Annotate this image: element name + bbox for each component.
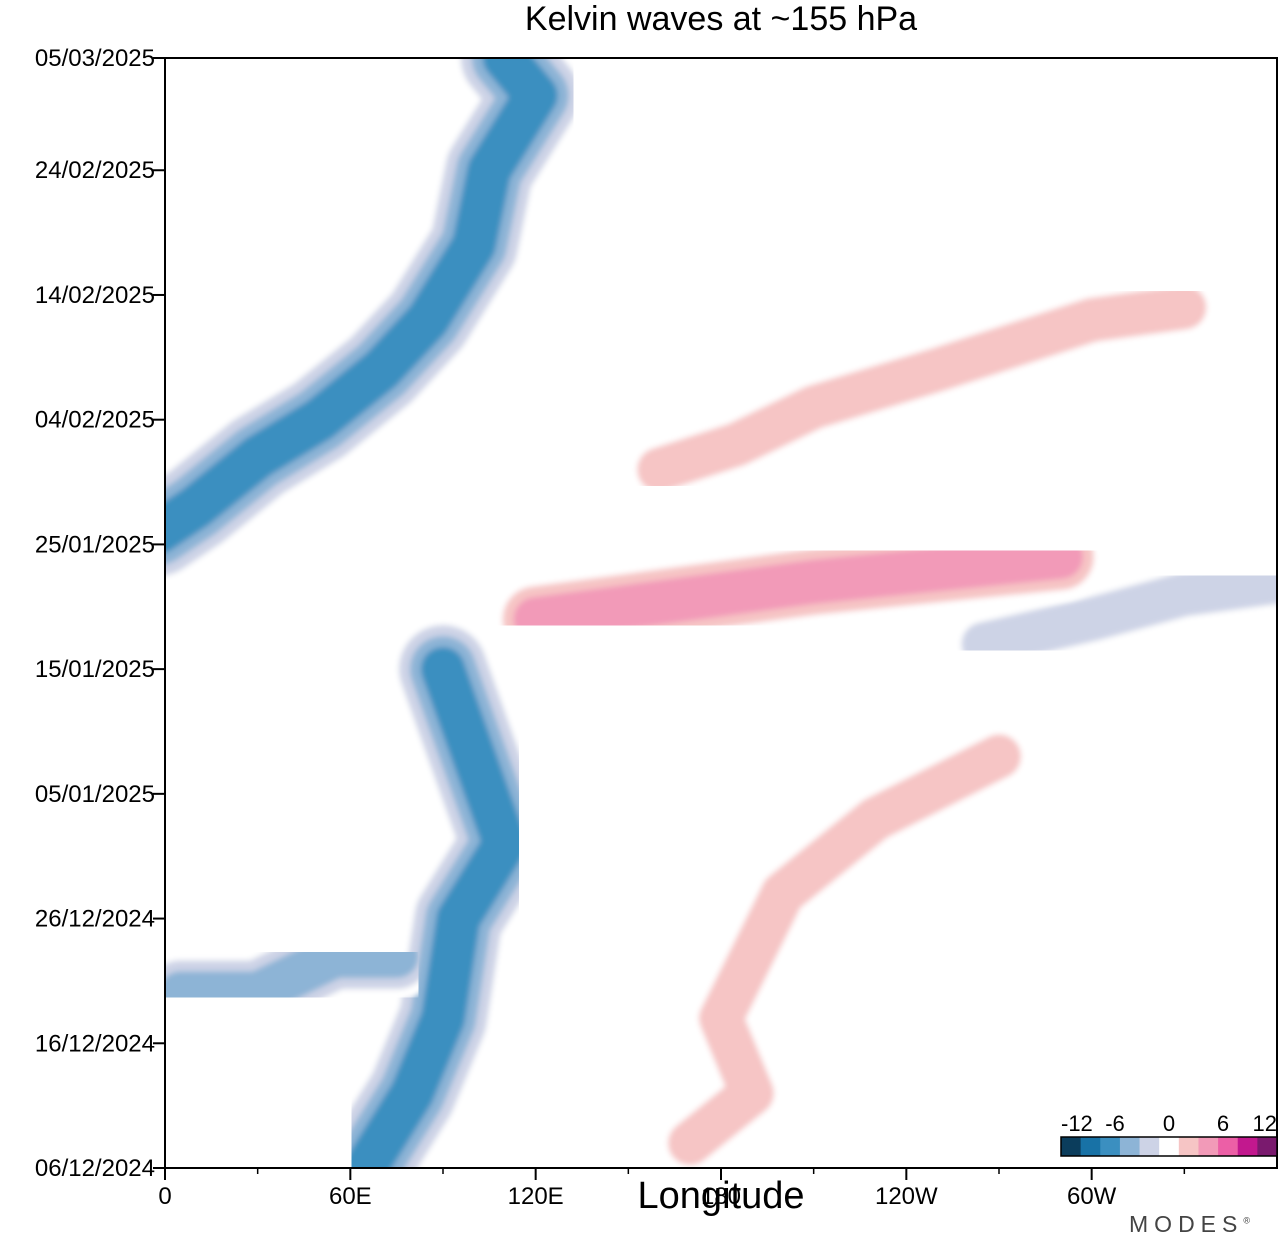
wave-negative-0 xyxy=(165,58,591,587)
brand-mark: ® xyxy=(1243,1215,1250,1226)
y-tick-label: 24/02/2025 xyxy=(35,157,155,184)
wave-negative-2 xyxy=(165,912,441,1038)
wave-positive-6 xyxy=(657,723,1032,1168)
brand-name: MODES xyxy=(1129,1211,1244,1237)
colorbar-swatch xyxy=(1218,1137,1239,1156)
y-tick-label: 16/12/2024 xyxy=(35,1030,155,1057)
colorbar-tick-label: -12 xyxy=(1061,1111,1093,1136)
brand-logo: MODES® xyxy=(1129,1211,1250,1238)
contour-band-negative xyxy=(165,58,558,553)
y-tick-label: 25/01/2025 xyxy=(35,531,155,558)
colorbar-swatch xyxy=(1159,1137,1180,1156)
colorbar-swatch xyxy=(1257,1137,1278,1156)
contour-band-positive xyxy=(637,285,1207,492)
colorbar-frame xyxy=(1060,1136,1278,1157)
y-tick-label: 05/03/2025 xyxy=(35,45,155,72)
colorbar-swatch xyxy=(1061,1137,1082,1156)
wave-positive-5 xyxy=(626,274,1218,503)
chart-title: Kelvin waves at ~155 hPa xyxy=(524,0,918,38)
x-axis-label: Longitude xyxy=(637,1175,805,1217)
colorbar-swatch xyxy=(1119,1137,1141,1156)
colorbar-tick-label: 0 xyxy=(1163,1111,1175,1136)
colorbar-tick-label: 6 xyxy=(1217,1111,1229,1136)
colorbar-tick-label: 12 xyxy=(1253,1111,1277,1136)
x-tick-label: 0 xyxy=(158,1183,171,1210)
y-tick-label: 26/12/2024 xyxy=(35,906,155,933)
contour-band-positive xyxy=(513,534,1083,642)
wave-negative-1 xyxy=(310,614,560,1168)
colorbar-swatch xyxy=(1237,1137,1258,1156)
contour-band-negative xyxy=(165,934,419,1016)
y-tick-label: 04/02/2025 xyxy=(35,407,155,434)
colorbar-tick-label: -6 xyxy=(1105,1111,1125,1136)
wave-negative-3 xyxy=(950,548,1277,678)
y-tick-label: 14/02/2025 xyxy=(35,282,155,309)
x-tick-label: 120E xyxy=(508,1183,564,1210)
wave-positive-4 xyxy=(491,512,1105,664)
colorbar-swatch xyxy=(1080,1137,1101,1156)
colorbar-swatch xyxy=(1139,1137,1160,1156)
colorbar-swatch xyxy=(1100,1137,1121,1156)
x-tick-label: 60E xyxy=(329,1183,372,1210)
contour-band-negative xyxy=(961,559,1277,667)
y-tick-label: 05/01/2025 xyxy=(35,781,155,808)
contour-band-positive xyxy=(668,734,1021,1166)
x-tick-label: 180 xyxy=(701,1183,741,1210)
colorbar-swatch xyxy=(1178,1137,1199,1156)
contour-band-negative xyxy=(343,647,527,1168)
y-tick-label: 15/01/2025 xyxy=(35,656,155,683)
x-tick-label: 60W xyxy=(1067,1183,1117,1210)
x-tick-label: 120W xyxy=(875,1183,938,1210)
colorbar-swatch xyxy=(1198,1137,1219,1156)
y-tick-label: 06/12/2024 xyxy=(35,1155,155,1182)
